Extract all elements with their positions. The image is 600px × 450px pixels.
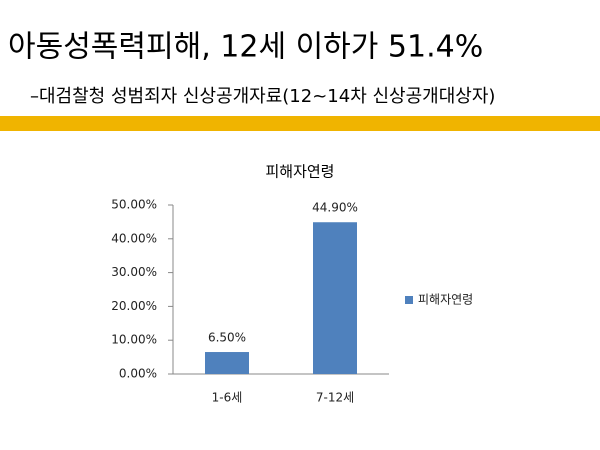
value-label: 44.90% xyxy=(312,201,358,215)
legend-swatch xyxy=(405,296,413,304)
slide-title: 아동성폭력피해, 12세 이하가 51.4% xyxy=(8,30,483,65)
slide-subtitle: –대검찰청 성범죄자 신상공개자료(12~14차 신상공개대상자) xyxy=(30,86,495,107)
legend-label: 피해자연령 xyxy=(418,293,473,307)
value-label: 6.50% xyxy=(208,331,246,345)
chart-title: 피해자연령 xyxy=(265,163,334,181)
y-tick-label: 20.00% xyxy=(111,299,157,313)
y-tick-label: 30.00% xyxy=(111,265,157,279)
y-tick-label: 50.00% xyxy=(111,198,157,212)
y-tick-label: 0.00% xyxy=(119,367,157,381)
y-tick-label: 10.00% xyxy=(111,333,157,347)
y-tick-label: 40.00% xyxy=(111,231,157,245)
bar xyxy=(313,222,357,374)
x-tick-label: 1-6세 xyxy=(212,391,243,405)
bar xyxy=(205,352,249,374)
accent-bar xyxy=(0,116,600,131)
x-tick-label: 7-12세 xyxy=(316,391,354,405)
